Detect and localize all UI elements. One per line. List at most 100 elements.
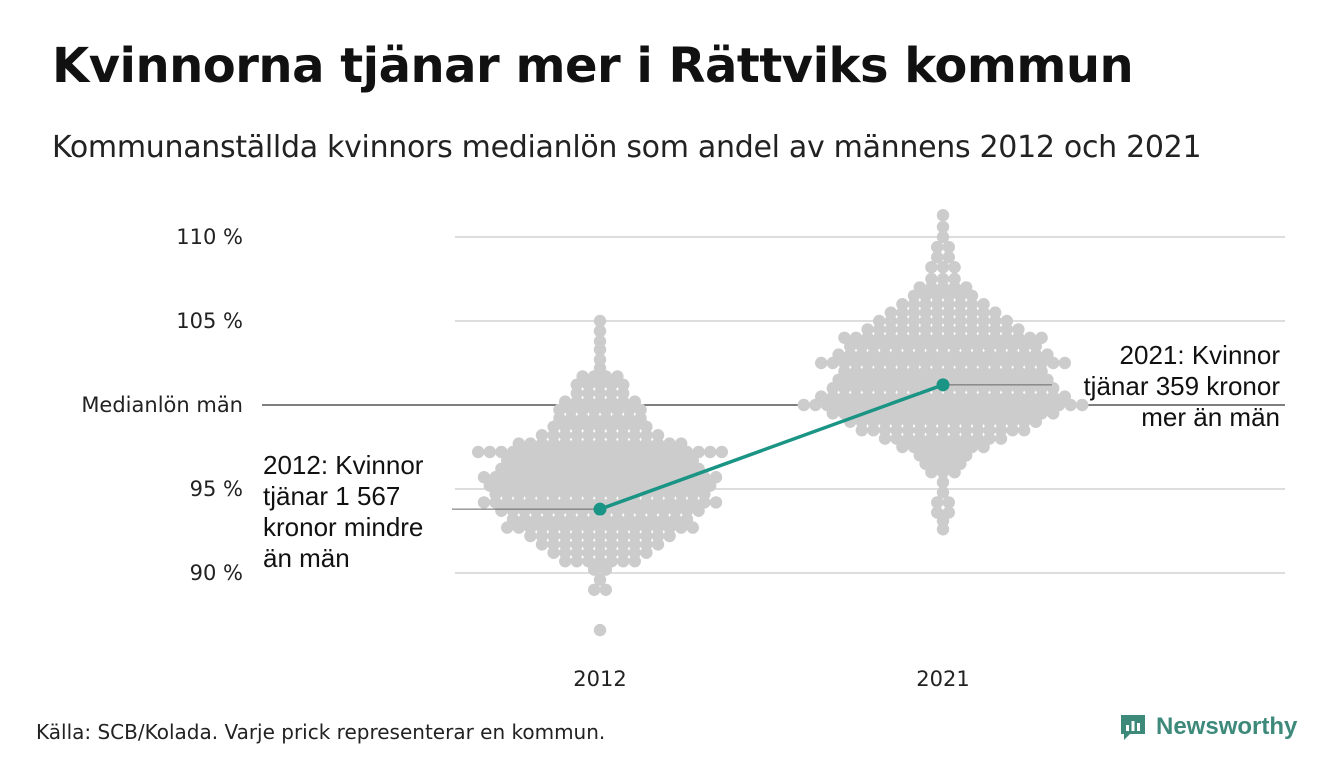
municipality-dot — [535, 429, 549, 442]
municipality-dot — [1041, 348, 1054, 361]
municipality-dot — [931, 506, 944, 519]
municipality-dot — [942, 506, 955, 519]
municipality-dot — [1023, 331, 1037, 344]
x-tick-label: 2012 — [573, 667, 626, 691]
municipality-dots — [472, 209, 1089, 637]
municipality-dot — [960, 281, 973, 294]
municipality-dot — [593, 623, 607, 637]
y-tick-label: 105 % — [176, 309, 243, 333]
municipality-dot — [884, 306, 897, 319]
municipality-dot — [593, 573, 607, 586]
municipality-dot — [936, 486, 950, 499]
municipality-dot — [576, 370, 589, 383]
municipality-dot — [989, 306, 1002, 319]
municipality-dot — [936, 220, 950, 234]
municipality-dot — [838, 331, 851, 344]
annotation-connectors — [452, 384, 1052, 510]
municipality-dot — [611, 370, 624, 383]
chart-title: Kvinnorna tjänar mer i Rättviks kommun — [52, 38, 1134, 94]
municipality-dot — [704, 445, 717, 459]
annotation-line: mer än män — [1141, 402, 1280, 432]
municipality-dot — [692, 445, 705, 459]
municipality-dot — [651, 429, 665, 442]
x-axis-ticks: 2012 2021 — [573, 667, 969, 691]
municipality-dot — [977, 298, 990, 311]
municipality-dot — [588, 583, 601, 596]
annotation-line: tjänar 359 kronor — [1083, 371, 1280, 401]
municipality-dot — [593, 314, 607, 328]
municipality-dot — [477, 471, 491, 484]
municipality-dot — [599, 583, 612, 596]
municipality-dot — [593, 324, 607, 338]
municipality-dot — [936, 476, 950, 489]
municipality-dot — [931, 240, 944, 254]
municipality-dot — [931, 496, 944, 509]
municipality-dot — [873, 314, 886, 328]
municipality-dot — [593, 353, 607, 366]
y-tick-label: 90 % — [190, 561, 243, 585]
municipality-dot — [913, 281, 926, 294]
annotation-2021: 2021: Kvinnor tjänar 359 kronor mer än män — [1083, 340, 1280, 432]
municipality-dot — [797, 398, 810, 412]
annotation-line: tjänar 1 567 — [263, 481, 400, 511]
highlight-point-2021 — [936, 378, 950, 392]
municipality-dot — [483, 445, 496, 459]
municipality-dot — [896, 298, 909, 311]
y-tick-label: 110 % — [176, 225, 243, 249]
annotation-line: 2021: Kvinnor — [1120, 340, 1281, 370]
municipality-dot — [942, 496, 955, 509]
highlight-line — [599, 383, 944, 511]
municipality-dot — [1035, 331, 1048, 344]
brand-logo[interactable]: Newsworthy — [1118, 712, 1297, 742]
municipality-dot — [925, 272, 938, 286]
municipality-dot — [628, 395, 641, 408]
municipality-dot — [1058, 356, 1072, 370]
municipality-dot — [1000, 314, 1013, 328]
highlight-point-2012 — [593, 502, 607, 516]
municipality-dot — [931, 251, 944, 264]
annotation-line: än män — [263, 543, 350, 573]
municipality-dot — [942, 251, 955, 264]
municipality-dot — [663, 437, 676, 450]
municipality-dot — [861, 323, 874, 336]
municipality-dot — [925, 261, 938, 274]
brand-name: Newsworthy — [1156, 713, 1298, 740]
municipality-dot — [477, 496, 491, 509]
y-tick-label: Medianlön män — [81, 393, 243, 417]
municipality-dot — [948, 261, 961, 274]
chart-subtitle: Kommunanställda kvinnors medianlön som a… — [52, 130, 1202, 165]
newsworthy-logo-icon — [1121, 715, 1145, 740]
x-tick-label: 2021 — [916, 667, 969, 691]
municipality-dot — [849, 331, 863, 344]
municipality-dot — [472, 445, 485, 459]
municipality-dot — [936, 261, 950, 274]
y-tick-label: 95 % — [190, 477, 243, 501]
municipality-dot — [815, 390, 828, 403]
source-note: Källa: SCB/Kolada. Varje prick represent… — [36, 720, 606, 744]
municipality-dot — [524, 437, 537, 450]
municipality-dot — [559, 395, 572, 408]
municipality-dot — [936, 272, 950, 286]
annotations: 2012: Kvinnor tjänar 1 567 kronor mindre än… — [263, 340, 1280, 573]
municipality-dot — [832, 348, 845, 361]
municipality-dot — [675, 437, 688, 450]
y-axis-ticks: 90 % 95 % Medianlön män 105 % 110 % — [81, 225, 243, 585]
annotation-line: 2012: Kvinnor — [263, 450, 424, 480]
municipality-dot — [715, 445, 728, 459]
municipality-dot — [1012, 323, 1025, 336]
municipality-dot — [512, 437, 525, 450]
annotation-line: kronor mindre — [263, 512, 423, 542]
municipality-dot — [709, 496, 723, 509]
annotation-2012: 2012: Kvinnor tjänar 1 567 kronor mindre än… — [263, 450, 424, 573]
municipality-dot — [593, 335, 607, 348]
highlight-series — [593, 378, 950, 516]
beeswarm-chart: 90 % 95 % Medianlön män 105 % 110 % 2012 2021… — [81, 209, 1285, 691]
municipality-dot — [1076, 398, 1089, 412]
municipality-dot — [709, 471, 723, 484]
municipality-dot — [942, 240, 955, 254]
municipality-dot — [495, 445, 508, 459]
municipality-dot — [936, 230, 950, 244]
municipality-dot — [1058, 390, 1072, 403]
municipality-dot — [815, 356, 828, 370]
municipality-dot — [948, 272, 961, 286]
